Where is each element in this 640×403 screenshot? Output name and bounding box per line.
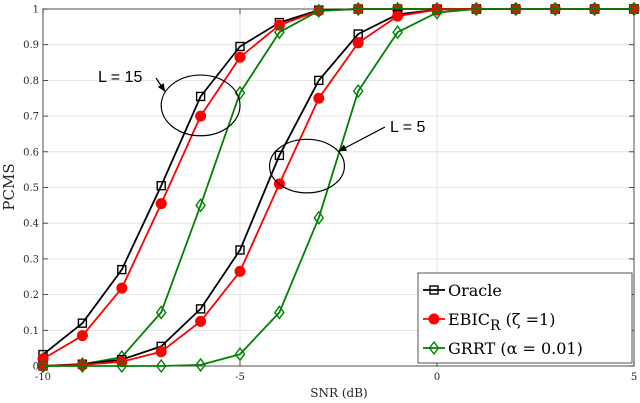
y-tick-label: 0.4 [23, 219, 39, 230]
data-point [156, 181, 166, 191]
legend-label: Oracle [448, 281, 502, 300]
y-axis-label: PCMS [0, 163, 18, 210]
data-point [195, 315, 207, 327]
data-point [392, 10, 404, 22]
data-point [195, 198, 206, 213]
legend-suffix: (ζ =1) [501, 310, 556, 329]
series [37, 1, 640, 374]
annotation-arrow [338, 126, 386, 152]
annotation-label: L = 15 [98, 69, 142, 86]
data-point [352, 1, 364, 17]
data-point [471, 1, 482, 17]
data-point [195, 357, 206, 373]
y-tick-label: 0.6 [23, 147, 39, 158]
data-point [37, 358, 49, 374]
legend-marker [428, 313, 440, 325]
data-point [352, 83, 364, 99]
y-tick-label: 0 [33, 362, 39, 373]
data-point [352, 37, 364, 49]
x-tick-label: 5 [631, 372, 637, 383]
data-point [76, 330, 88, 342]
legend-entry-2: GRRT (α = 0.01) [423, 339, 583, 358]
legend-marker [429, 285, 439, 295]
y-tick-label: 0.5 [23, 183, 39, 194]
data-point [510, 1, 522, 17]
tick-labels: -10 -5 0 5 0 0.1 0.2 0.3 0.4 0.5 0.6 0.7 0.8 0.9 1 [23, 5, 637, 384]
data-point [77, 318, 88, 328]
data-point [234, 51, 246, 63]
data-point [195, 110, 207, 122]
legend-box [417, 272, 633, 364]
legend-marker [428, 340, 440, 356]
data-point [155, 358, 167, 374]
data-point [155, 346, 167, 358]
x-tick-label: 0 [434, 372, 440, 383]
annotation-label: L = 5 [390, 119, 426, 136]
data-point [116, 282, 128, 294]
annotation-arrowhead [157, 83, 166, 92]
data-point [234, 85, 246, 101]
data-point [116, 358, 128, 374]
data-point [313, 3, 325, 18]
data-point [195, 91, 206, 102]
legend-subscript: R [490, 318, 501, 334]
y-tick-label: 0.1 [23, 326, 39, 337]
data-point [77, 358, 88, 374]
y-tick-label: 0.2 [23, 290, 39, 301]
y-tick-label: 0.7 [23, 112, 39, 123]
data-point [313, 210, 325, 226]
x-tick-label: -5 [235, 372, 245, 383]
annotations: L = 15 L = 5 [98, 69, 426, 194]
y-tick-label: 1 [33, 5, 39, 16]
data-point [234, 347, 246, 362]
annotation-ellipse [268, 138, 346, 194]
x-tick-label: -10 [35, 372, 51, 383]
data-point [155, 305, 167, 320]
data-point [392, 25, 403, 40]
x-axis-label: SNR (dB) [310, 386, 367, 400]
data-point [155, 198, 167, 210]
data-point [235, 41, 245, 52]
legend-label: GRRT (α = 0.01) [448, 339, 583, 358]
y-tick-label: 0.9 [23, 40, 39, 51]
data-point [117, 264, 127, 275]
legend-entry-0: Oracle [423, 281, 502, 300]
data-point [549, 1, 561, 17]
annotation-ellipse [160, 74, 241, 137]
data-point [431, 5, 443, 20]
y-tick-label: 0.3 [23, 254, 39, 265]
annotation-arrowhead [338, 144, 348, 152]
series-5 [37, 1, 640, 374]
data-point [195, 304, 206, 314]
data-point [274, 305, 285, 320]
data-point [234, 265, 246, 277]
data-point [314, 75, 324, 86]
data-point [313, 92, 325, 104]
y-tick-label: 0.8 [23, 76, 39, 87]
data-point [628, 1, 640, 17]
data-point [235, 245, 245, 255]
series-line [43, 8, 634, 367]
data-point [589, 1, 600, 17]
data-point [274, 150, 285, 161]
data-point [274, 25, 285, 40]
